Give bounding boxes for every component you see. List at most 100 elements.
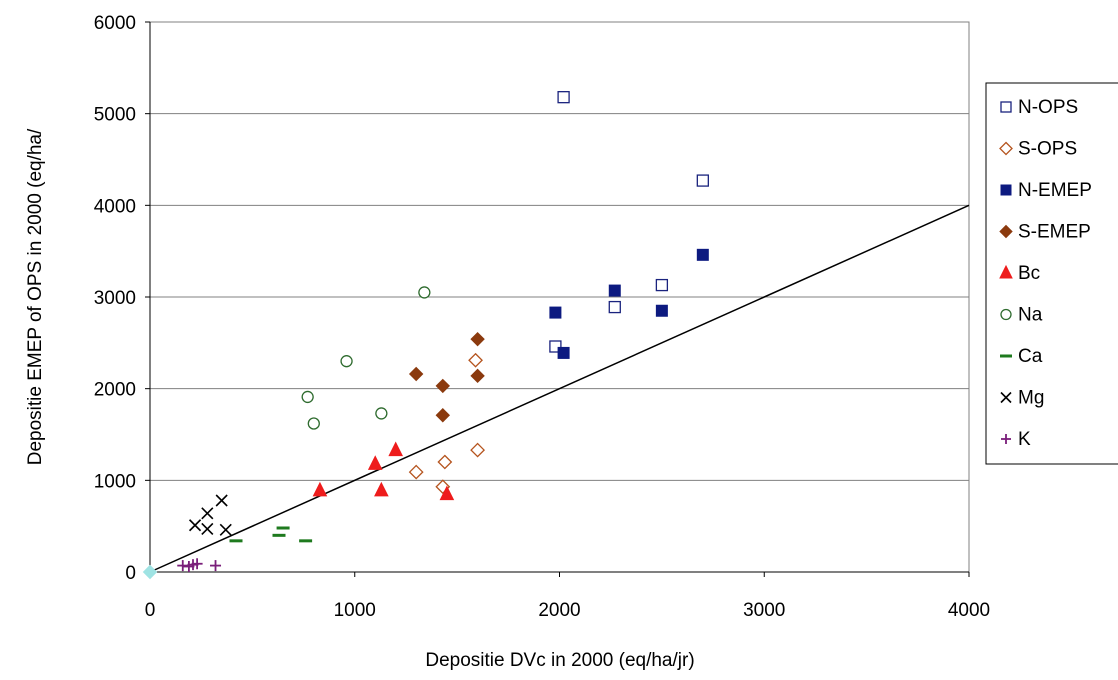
y-tick-label: 6000 (94, 13, 136, 34)
x-tick-label: 3000 (743, 600, 785, 621)
data-point-n-ops (655, 278, 669, 292)
data-point-bc (367, 455, 383, 470)
legend-label-k: K (1018, 429, 1031, 450)
y-tick-label: 0 (125, 563, 136, 584)
y-tick-label: 4000 (94, 196, 136, 217)
x-tick-label: 0 (145, 600, 156, 621)
data-point-s-ops (408, 464, 424, 480)
marker-x-stroke (1000, 391, 1012, 404)
legend-item-na: Na (1000, 305, 1043, 326)
series-mg (188, 494, 232, 536)
series-s-emep (408, 331, 485, 423)
data-point-n-ops (557, 91, 570, 104)
x-tick-label: 2000 (538, 600, 580, 621)
legend-label-ca: Ca (1018, 346, 1043, 367)
data-point-s-emep (470, 331, 485, 347)
series-s-ops (408, 352, 486, 495)
legend-label-s-emep: S-EMEP (1018, 222, 1091, 243)
x-tick-label: 1000 (334, 600, 376, 621)
legend-item-bc: Bc (999, 263, 1040, 284)
data-point-mg (201, 522, 214, 535)
data-point-k (210, 560, 222, 572)
data-point-origin (142, 564, 158, 580)
marker-x-stroke (201, 522, 214, 535)
legend-marker-bc (999, 264, 1013, 279)
data-point-na (301, 390, 314, 404)
legend-marker-mg (1000, 391, 1012, 404)
data-point-n-emep (608, 284, 621, 297)
data-point-bc (439, 485, 455, 501)
data-point-bc (374, 481, 389, 497)
data-point-s-emep (435, 408, 450, 423)
y-tick-label: 1000 (94, 471, 136, 492)
reference-line (149, 204, 970, 573)
data-point-s-ops (470, 442, 486, 458)
data-point-k (177, 560, 189, 572)
y-axis-title: Depositie EMEP of OPS in 2000 (eq/ha/ (25, 128, 46, 465)
data-point-bc (312, 481, 328, 497)
legend-label-n-ops: N-OPS (1018, 97, 1078, 118)
gridlines (150, 113, 969, 481)
reference-line-segment (149, 204, 970, 573)
legend-item-s-ops: S-OPS (999, 139, 1077, 160)
series-k (177, 558, 222, 572)
series-na (301, 286, 431, 430)
data-point-bc (388, 441, 404, 457)
legend-label-s-ops: S-OPS (1018, 139, 1077, 160)
legend-item-s-emep: S-EMEP (999, 222, 1091, 243)
data-point-s-ops (437, 454, 453, 470)
data-point-k (183, 561, 195, 572)
data-point-n-emep (696, 248, 709, 261)
legend-item-k: K (1001, 429, 1031, 450)
data-point-n-emep (549, 306, 562, 319)
data-point-mg (201, 507, 214, 520)
x-axis-title: Depositie DVc in 2000 (eq/ha/jr) (425, 650, 694, 671)
legend-marker-n-ops (1000, 101, 1012, 113)
legend-item-n-ops: N-OPS (1000, 97, 1078, 118)
data-point-s-emep (408, 366, 424, 382)
data-point-n-ops (696, 174, 709, 187)
legend: N-OPS S-OPS N-EMEP S-EMEP Bc Na Ca Mg K (985, 82, 1118, 465)
data-point-k (191, 558, 203, 570)
data-point-na (375, 407, 388, 420)
marker-x-stroke (219, 523, 232, 536)
series-ca (229, 526, 313, 543)
legend-label-n-emep: N-EMEP (1018, 180, 1092, 201)
series-n-emep (549, 248, 709, 359)
legend-label-na: Na (1018, 305, 1043, 326)
data-point-na (307, 417, 320, 430)
legend-label-bc: Bc (1018, 263, 1040, 284)
legend-item-n-emep: N-EMEP (1000, 180, 1092, 201)
legend-item-mg: Mg (1000, 388, 1044, 409)
marker-x-stroke (201, 507, 214, 520)
data-markers (142, 91, 709, 580)
marker-x-stroke (188, 519, 202, 532)
data-point-s-emep (470, 368, 485, 384)
data-point-s-emep (435, 378, 450, 394)
data-point-mg (188, 519, 202, 532)
legend-marker-s-emep (999, 224, 1013, 239)
axis-ticks: 0 1000 2000 3000 4000 5000 6000 0 1000 2000 3000 40… (94, 13, 990, 621)
series-n-ops (549, 91, 709, 353)
legend-marker-k (1001, 434, 1011, 444)
data-point-mg (219, 523, 232, 536)
x-tick-label: 4000 (948, 600, 990, 621)
data-point-na (340, 355, 353, 368)
legend-marker-n-emep (1000, 184, 1012, 196)
data-point-n-ops (549, 340, 562, 353)
data-point-mg (215, 494, 228, 507)
y-tick-label: 3000 (94, 288, 136, 309)
y-tick-label: 2000 (94, 380, 136, 401)
data-point-na (418, 286, 431, 299)
y-tick-label: 5000 (94, 105, 136, 126)
marker-x-stroke (215, 494, 228, 507)
data-point-n-ops (608, 300, 621, 314)
series-bc (312, 441, 455, 501)
legend-marker-na (1000, 308, 1012, 321)
legend-label-mg: Mg (1018, 388, 1044, 409)
legend-item-ca: Ca (1000, 346, 1043, 367)
data-point-s-ops (468, 352, 483, 368)
legend-marker-s-ops (999, 141, 1013, 156)
data-point-n-emep (655, 304, 668, 317)
